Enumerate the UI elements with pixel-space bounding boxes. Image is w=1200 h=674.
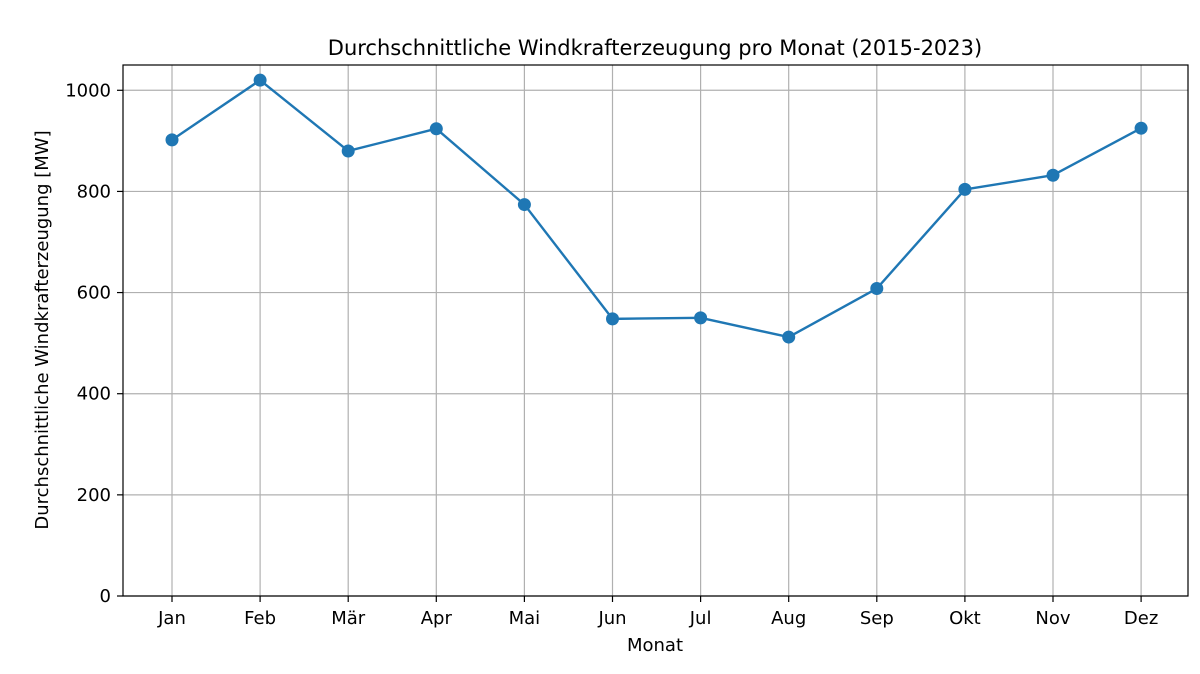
x-axis-ticks: Jan Feb Mär Apr Mai Jun Jul Aug Sep Okt Nov Dez [157, 596, 1158, 629]
data-point [694, 311, 708, 325]
series-line [171, 78, 1142, 339]
y-tick-label: 0 [100, 586, 111, 607]
data-point [870, 282, 884, 296]
x-tick-label: Dez [1124, 608, 1158, 629]
x-tick-label: Apr [421, 608, 453, 629]
data-point [517, 198, 531, 212]
plot-frame [122, 64, 1189, 597]
y-axis-ticks: 0 200 400 600 800 1000 [65, 80, 123, 607]
grid [123, 65, 1188, 597]
x-tick-label: Nov [1035, 608, 1070, 629]
data-point [1046, 168, 1060, 182]
data-point [782, 330, 796, 344]
x-axis-label: Monat [627, 635, 683, 656]
data-point [1134, 121, 1148, 135]
y-axis-label: Durchschnittliche Windkrafterzeugung [MW… [32, 130, 53, 529]
x-tick-label: Feb [244, 608, 276, 629]
data-point [341, 144, 355, 158]
x-tick-label: Jul [689, 608, 712, 629]
data-point [606, 312, 619, 326]
y-tick-label: 600 [77, 283, 111, 304]
x-tick-label: Okt [949, 608, 981, 629]
data-point [958, 182, 972, 196]
x-tick-label: Jun [597, 608, 626, 629]
data-point [165, 133, 179, 147]
data-points [165, 73, 1148, 344]
data-point [429, 122, 443, 136]
y-tick-label: 800 [77, 181, 111, 202]
y-tick-label: 1000 [65, 80, 111, 101]
x-tick-label: Mai [509, 608, 541, 629]
y-tick-label: 200 [77, 485, 111, 506]
x-tick-label: Jan [157, 608, 186, 629]
data-point [253, 73, 267, 87]
x-tick-label: Mär [331, 608, 366, 629]
x-tick-label: Sep [860, 608, 894, 629]
x-tick-label: Aug [771, 608, 806, 629]
chart-title: Durchschnittliche Windkrafterzeugung pro… [328, 36, 982, 60]
series-blue [171, 78, 1142, 339]
y-tick-label: 400 [77, 384, 111, 405]
